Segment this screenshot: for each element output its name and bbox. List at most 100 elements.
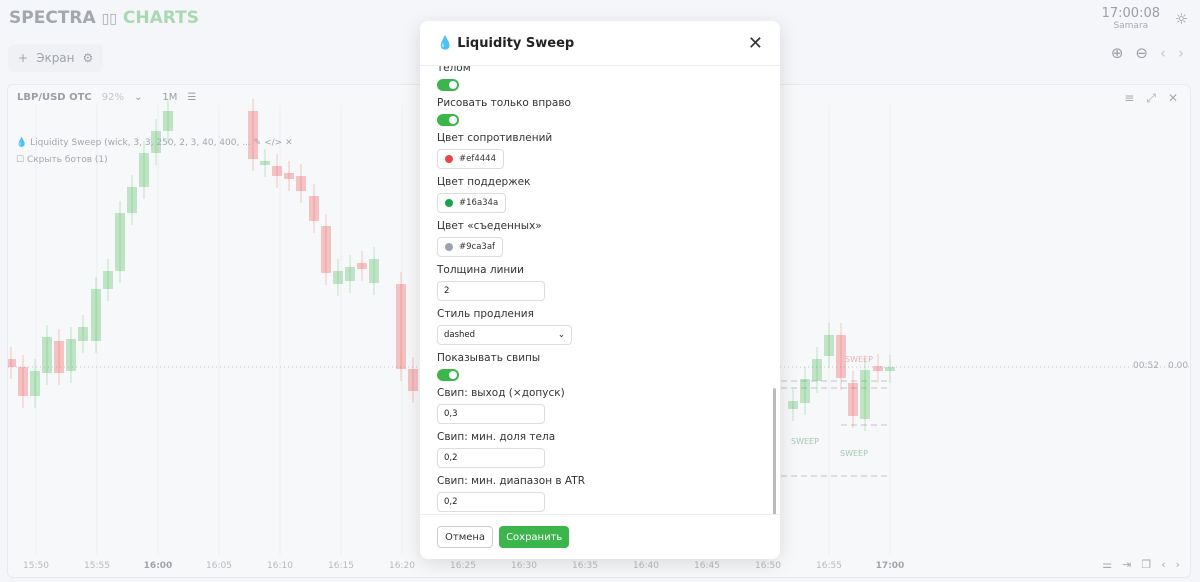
field-label: Цвет сопротивлений xyxy=(437,132,553,144)
candle-body xyxy=(345,267,355,281)
time-axis-label: 16:00 xyxy=(143,561,173,571)
countdown-label: 00:52 xyxy=(1133,361,1159,371)
zoom-in-icon[interactable]: ⊕ xyxy=(1110,44,1124,62)
field-label: Рисовать только вправо xyxy=(437,97,571,109)
resistance-color-picker[interactable]: #ef4444 xyxy=(437,149,504,169)
candle-body xyxy=(396,284,406,369)
scrollbar[interactable] xyxy=(773,388,776,514)
expand-icon[interactable]: ⤢ xyxy=(1146,91,1156,105)
time-axis-label: 15:50 xyxy=(23,561,49,571)
color-swatch xyxy=(445,199,453,207)
sweep-body-input[interactable]: 0,2 xyxy=(437,448,545,468)
field-label: телом xyxy=(437,66,471,74)
candle-body xyxy=(369,259,379,283)
field-label: Цвет «съеденных» xyxy=(437,220,542,232)
candle-body xyxy=(873,366,883,371)
timeframe-button[interactable]: 1M xyxy=(162,92,178,103)
add-screen-button[interactable]: + Экран ⚙ xyxy=(8,44,104,72)
time-axis-label: 16:35 xyxy=(572,561,598,571)
clock-time: 17:00:08 xyxy=(1101,6,1160,21)
candle-body xyxy=(860,370,870,419)
candle-body xyxy=(139,153,149,187)
candle-body xyxy=(357,263,367,269)
time-axis-label: 16:15 xyxy=(328,561,354,571)
candle-body xyxy=(91,289,101,341)
field-label: Свип: мин. доля тела xyxy=(437,431,556,443)
candle-body xyxy=(54,341,64,373)
candles-icon: ▯▯ xyxy=(101,11,117,27)
line-width-input[interactable]: 2 xyxy=(437,281,545,301)
show-sweeps-toggle[interactable] xyxy=(437,369,459,381)
color-value: #9ca3af xyxy=(459,242,496,252)
copy-icon[interactable]: ❐ xyxy=(1141,558,1152,571)
time-axis-label: 17:00 xyxy=(875,561,905,571)
code-icon[interactable]: </> xyxy=(264,138,283,148)
payout-label: 92% xyxy=(101,92,124,103)
color-value: #16a34a xyxy=(459,198,499,208)
extension-style-select[interactable]: dashed ⌄ xyxy=(437,325,572,345)
gear-icon[interactable]: ⚙ xyxy=(82,51,94,65)
sweep-range-input[interactable]: 0,2 xyxy=(437,492,545,512)
sweep-label-down: SWEEP xyxy=(845,355,873,364)
draw-right-toggle[interactable] xyxy=(437,114,459,126)
next-icon[interactable]: › xyxy=(1175,558,1180,571)
next-icon[interactable]: › xyxy=(1178,44,1184,62)
sweep-exit-input[interactable]: 0,3 xyxy=(437,404,545,424)
plus-icon: + xyxy=(18,51,29,65)
settings-sliders-icon[interactable]: ⚌ xyxy=(1102,558,1113,571)
zoom-out-icon[interactable]: ⊖ xyxy=(1135,44,1148,62)
candle-body xyxy=(272,166,282,176)
candle-body xyxy=(824,335,834,356)
chevron-down-icon[interactable]: ⌄ xyxy=(133,92,143,103)
field-label: Свип: выход (×допуск) xyxy=(437,387,565,399)
sweep-label-up: SWEEP xyxy=(791,437,819,446)
time-axis-label: 16:10 xyxy=(267,561,293,571)
support-color-picker[interactable]: #16a34a xyxy=(437,193,507,213)
chevron-down-icon: ⌄ xyxy=(557,330,565,340)
close-icon[interactable]: ✕ xyxy=(747,32,763,54)
color-value: #ef4444 xyxy=(459,154,496,164)
indicator-settings-modal: 💧 Liquidity Sweep ✕ телом Рисовать только … xyxy=(420,21,780,559)
candle-body xyxy=(78,327,88,341)
theme-toggle-sun-icon[interactable]: ☼ xyxy=(1174,10,1188,28)
modal-body[interactable]: телом Рисовать только вправо Цвет сопрот… xyxy=(420,66,780,514)
eaten-color-picker[interactable]: #9ca3af xyxy=(437,237,504,257)
time-axis-label: 15:55 xyxy=(84,561,110,571)
symbol-label[interactable]: LBP/USD OTC xyxy=(17,92,92,103)
bot-icon: ☐ xyxy=(16,155,25,165)
body-toggle[interactable] xyxy=(437,79,459,91)
scroll-to-end-icon[interactable]: ⇥ xyxy=(1122,558,1132,571)
prev-icon[interactable]: ‹ xyxy=(1161,558,1166,571)
color-swatch xyxy=(445,243,453,251)
candle-body xyxy=(333,271,343,284)
candle-body xyxy=(812,359,822,381)
candle-body xyxy=(788,401,798,409)
time-axis-label: 16:20 xyxy=(389,561,415,571)
hide-bots-toggle[interactable]: ☐ Скрыть ботов (1) xyxy=(16,152,293,169)
candle-body xyxy=(18,367,28,396)
candle-body xyxy=(800,379,810,403)
cancel-button[interactable]: Отмена xyxy=(437,526,494,548)
candle-body xyxy=(248,111,258,159)
field-label: Толщина линии xyxy=(437,264,524,276)
candle-body xyxy=(848,383,858,416)
select-value: dashed xyxy=(444,330,476,340)
edit-icon[interactable]: ✎ xyxy=(253,138,262,148)
add-screen-label: Экран xyxy=(36,51,75,65)
prev-icon[interactable]: ‹ xyxy=(1160,44,1166,62)
close-icon[interactable]: ✕ xyxy=(1167,91,1178,105)
save-button[interactable]: Сохранить xyxy=(499,526,570,548)
menu-icon[interactable]: ☰ xyxy=(187,92,197,103)
clock: 17:00:08 Samara xyxy=(1102,6,1160,31)
list-icon[interactable]: ≡ xyxy=(1124,91,1135,105)
candle-body xyxy=(127,187,137,213)
indicator-legend[interactable]: 💧 Liquidity Sweep (wick, 3, 3, 250, 2, 3… xyxy=(16,135,293,152)
field-label: Показывать свипы xyxy=(437,352,541,364)
field-label: Свип: мин. диапазон в ATR xyxy=(437,475,585,487)
candle-body xyxy=(408,369,418,391)
drop-icon: 💧 xyxy=(437,35,454,51)
candle-body xyxy=(66,339,76,371)
logo: SPECTRA ▯▯ CHARTS xyxy=(9,8,199,28)
remove-icon[interactable]: ✕ xyxy=(285,138,293,148)
candle-body xyxy=(42,337,52,373)
